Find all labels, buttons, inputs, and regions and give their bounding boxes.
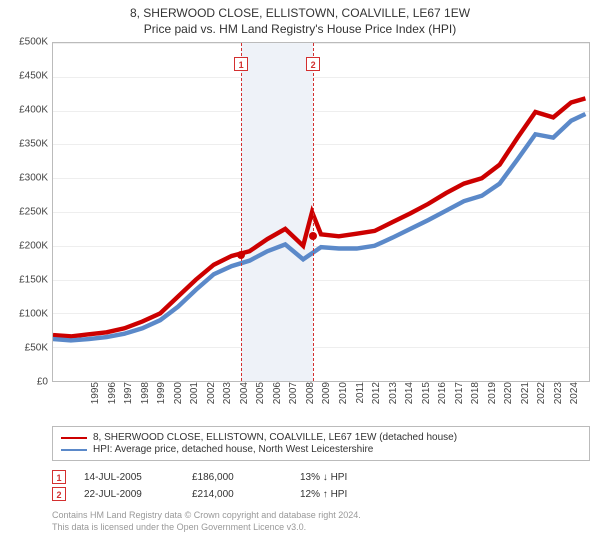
x-tick-label: 2009 — [321, 382, 332, 404]
y-tick-label: £100K — [19, 309, 48, 320]
x-tick-label: 2008 — [305, 382, 316, 404]
line-layer — [53, 43, 589, 381]
x-tick-label: 2010 — [338, 382, 349, 404]
event-dot — [237, 251, 245, 259]
legend: 8, SHERWOOD CLOSE, ELLISTOWN, COALVILLE,… — [52, 426, 590, 461]
x-tick-label: 1995 — [90, 382, 101, 404]
y-tick-label: £450K — [19, 71, 48, 82]
event-callout: 2 — [306, 57, 320, 71]
event-badge: 1 — [52, 470, 66, 484]
event-price: £186,000 — [192, 472, 282, 483]
y-tick-label: £500K — [19, 37, 48, 48]
x-tick-label: 2004 — [239, 382, 250, 404]
events-table: 1 14-JUL-2005 £186,000 13% ↓ HPI 2 22-JUL-200… — [52, 467, 590, 504]
legend-row: 8, SHERWOOD CLOSE, ELLISTOWN, COALVILLE,… — [61, 432, 581, 443]
event-delta: 13% ↓ HPI — [300, 472, 390, 483]
x-tick-label: 2022 — [536, 382, 547, 404]
event-row: 2 22-JUL-2009 £214,000 12% ↑ HPI — [52, 487, 590, 501]
x-tick-label: 2006 — [272, 382, 283, 404]
page-subtitle: Price paid vs. HM Land Registry's House … — [10, 22, 590, 36]
x-tick-label: 2016 — [437, 382, 448, 404]
x-tick-label: 1999 — [156, 382, 167, 404]
legend-swatch — [61, 437, 87, 439]
y-tick-label: £50K — [25, 343, 48, 354]
event-date: 22-JUL-2009 — [84, 489, 174, 500]
x-tick-label: 2020 — [503, 382, 514, 404]
x-tick-label: 2013 — [388, 382, 399, 404]
y-tick-label: £200K — [19, 241, 48, 252]
x-tick-label: 2001 — [189, 382, 200, 404]
legend-label: 8, SHERWOOD CLOSE, ELLISTOWN, COALVILLE,… — [93, 432, 457, 443]
y-tick-label: £0 — [37, 377, 48, 388]
event-row: 1 14-JUL-2005 £186,000 13% ↓ HPI — [52, 470, 590, 484]
x-tick-label: 2003 — [222, 382, 233, 404]
x-tick-label: 1998 — [140, 382, 151, 404]
x-tick-label: 1996 — [107, 382, 118, 404]
y-tick-label: £150K — [19, 275, 48, 286]
x-tick-label: 2012 — [371, 382, 382, 404]
x-tick-label: 2021 — [520, 382, 531, 404]
event-dot — [309, 232, 317, 240]
x-tick-label: 2018 — [470, 382, 481, 404]
x-tick-label: 2017 — [454, 382, 465, 404]
event-callout: 1 — [234, 57, 248, 71]
y-tick-label: £250K — [19, 207, 48, 218]
x-tick-label: 2000 — [173, 382, 184, 404]
x-tick-label: 2023 — [553, 382, 564, 404]
chart-area: £0 £50K £100K £150K £200K £250K £300K £350K £400… — [10, 42, 590, 422]
x-tick-label: 2014 — [404, 382, 415, 404]
footer-attribution: Contains HM Land Registry data © Crown c… — [52, 510, 590, 533]
y-tick-label: £400K — [19, 105, 48, 116]
x-tick-label: 1997 — [123, 382, 134, 404]
y-tick-label: £300K — [19, 173, 48, 184]
x-tick-label: 2002 — [206, 382, 217, 404]
x-tick-label: 2005 — [255, 382, 266, 404]
x-tick-label: 2015 — [421, 382, 432, 404]
legend-swatch — [61, 449, 87, 451]
y-tick-label: £350K — [19, 139, 48, 150]
event-delta: 12% ↑ HPI — [300, 489, 390, 500]
event-vline — [313, 43, 314, 381]
page-title: 8, SHERWOOD CLOSE, ELLISTOWN, COALVILLE,… — [10, 6, 590, 20]
footer-line: This data is licensed under the Open Gov… — [52, 522, 590, 534]
x-tick-label: 2011 — [355, 382, 366, 404]
x-tick-label: 2007 — [288, 382, 299, 404]
y-axis: £0£50K£100K£150K£200K£250K£300K£350K£400… — [10, 42, 52, 382]
legend-row: HPI: Average price, detached house, Nort… — [61, 444, 581, 455]
event-vline — [241, 43, 242, 381]
series-property — [53, 98, 585, 336]
event-badge: 2 — [52, 487, 66, 501]
legend-label: HPI: Average price, detached house, Nort… — [93, 444, 373, 455]
event-date: 14-JUL-2005 — [84, 472, 174, 483]
event-price: £214,000 — [192, 489, 282, 500]
plot-region: 12 — [52, 42, 590, 382]
x-tick-label: 2019 — [487, 382, 498, 404]
x-tick-label: 2024 — [569, 382, 580, 404]
x-axis: 1995199619971998199920002001200220032004… — [94, 382, 590, 416]
footer-line: Contains HM Land Registry data © Crown c… — [52, 510, 590, 522]
